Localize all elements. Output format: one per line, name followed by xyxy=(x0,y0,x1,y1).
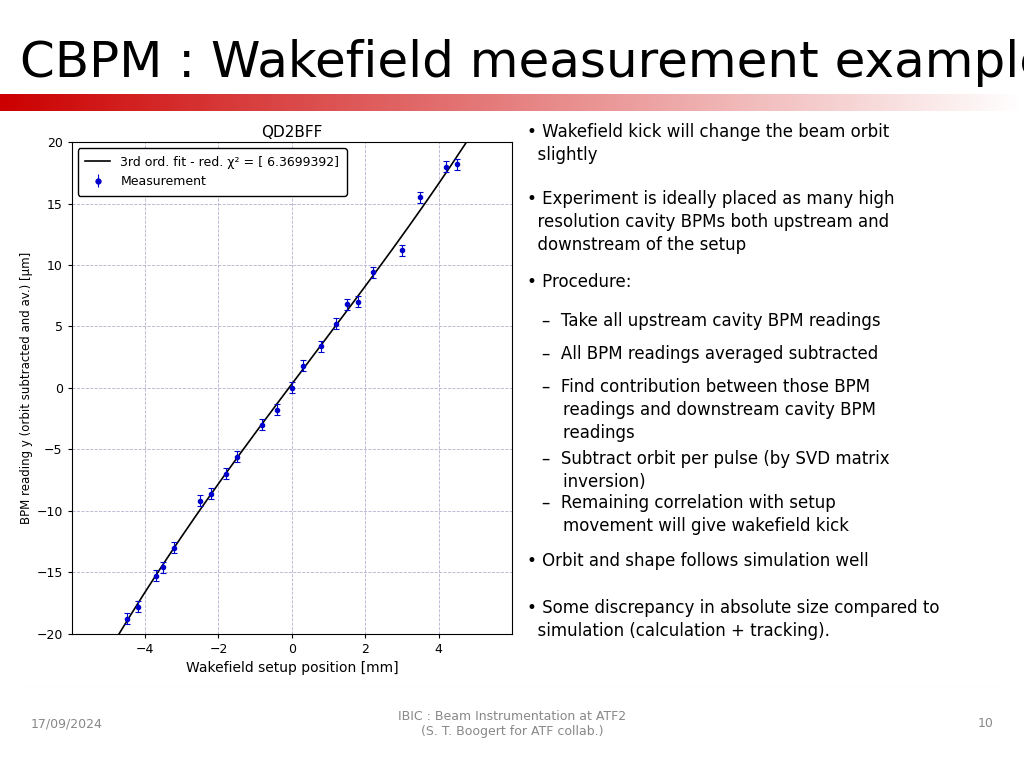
Text: IBIC : Beam Instrumentation at ATF2
(S. T. Boogert for ATF collab.): IBIC : Beam Instrumentation at ATF2 (S. … xyxy=(398,710,626,737)
Legend: 3rd ord. fit - red. χ² = [ 6.3699392], Measurement: 3rd ord. fit - red. χ² = [ 6.3699392], M… xyxy=(78,148,347,196)
Y-axis label: BPM reading y (orbit subtracted and av.) [μm]: BPM reading y (orbit subtracted and av.)… xyxy=(20,252,34,524)
Title: QD2BFF: QD2BFF xyxy=(261,124,323,140)
Text: • Some discrepancy in absolute size compared to
  simulation (calculation + trac: • Some discrepancy in absolute size comp… xyxy=(527,599,940,640)
Text: • Wakefield kick will change the beam orbit
  slightly: • Wakefield kick will change the beam or… xyxy=(527,124,890,164)
X-axis label: Wakefield setup position [mm]: Wakefield setup position [mm] xyxy=(185,661,398,675)
Text: • Procedure:: • Procedure: xyxy=(527,273,632,291)
Text: CBPM : Wakefield measurement example: CBPM : Wakefield measurement example xyxy=(20,38,1024,87)
Text: –  Take all upstream cavity BPM readings: – Take all upstream cavity BPM readings xyxy=(542,312,881,329)
Text: 10: 10 xyxy=(977,717,993,730)
Text: • Experiment is ideally placed as many high
  resolution cavity BPMs both upstre: • Experiment is ideally placed as many h… xyxy=(527,190,895,253)
Text: • Orbit and shape follows simulation well: • Orbit and shape follows simulation wel… xyxy=(527,552,869,570)
Text: –  Find contribution between those BPM
    readings and downstream cavity BPM
  : – Find contribution between those BPM re… xyxy=(542,378,876,442)
Text: –  Subtract orbit per pulse (by SVD matrix
    inversion): – Subtract orbit per pulse (by SVD matri… xyxy=(542,450,890,491)
Text: –  All BPM readings averaged subtracted: – All BPM readings averaged subtracted xyxy=(542,345,878,362)
Text: 17/09/2024: 17/09/2024 xyxy=(31,717,102,730)
Text: –  Remaining correlation with setup
    movement will give wakefield kick: – Remaining correlation with setup movem… xyxy=(542,494,849,535)
